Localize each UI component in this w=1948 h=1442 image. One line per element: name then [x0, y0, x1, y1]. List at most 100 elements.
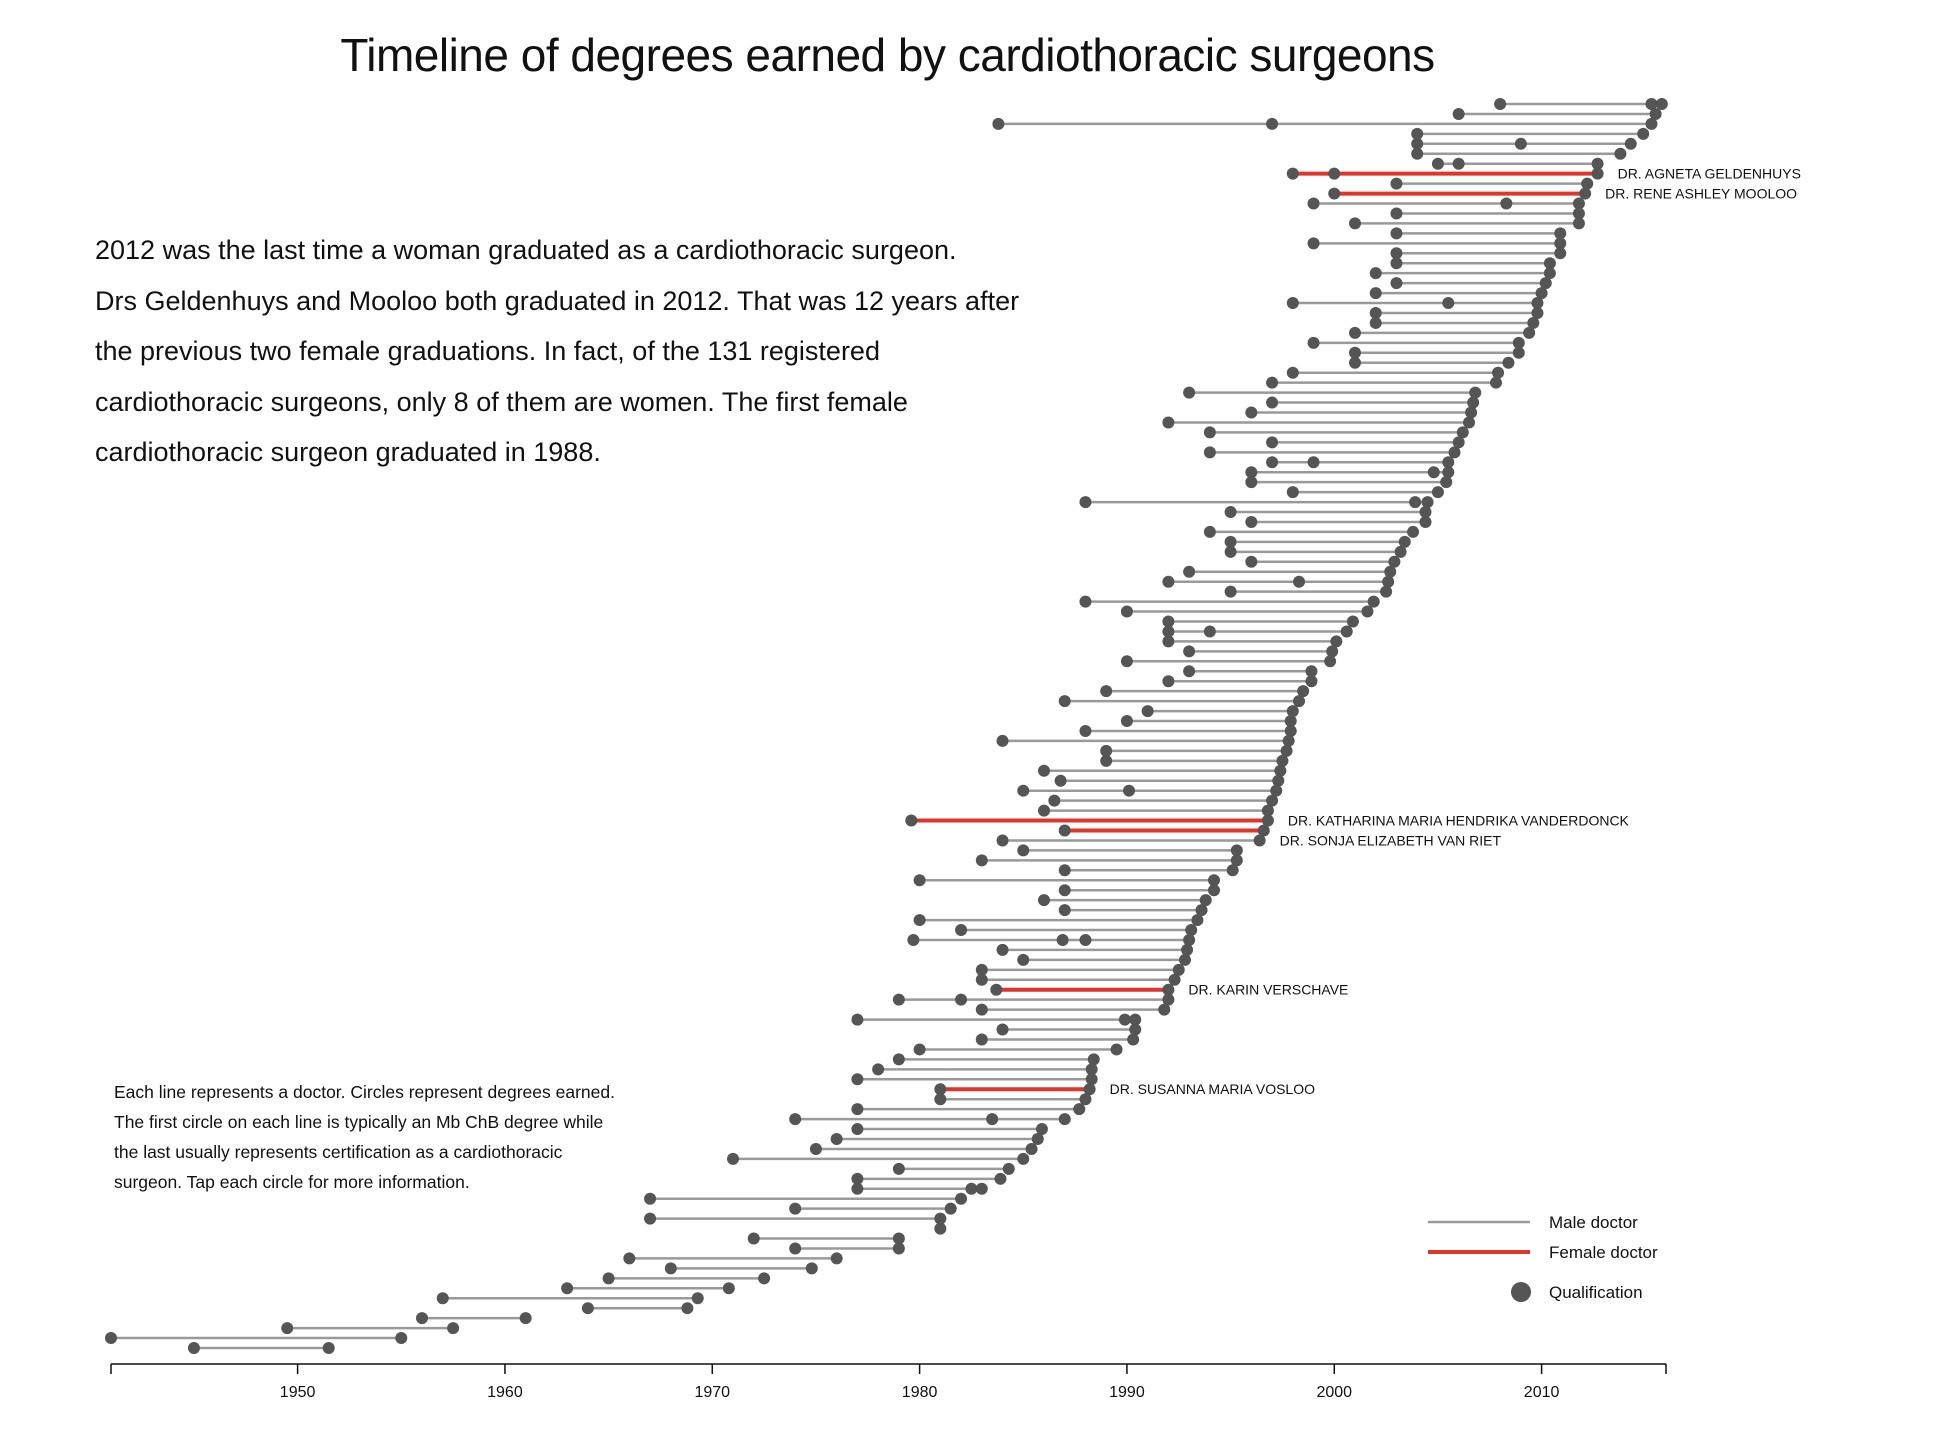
degree-dot[interactable]	[1581, 177, 1594, 190]
degree-dot[interactable]	[1191, 914, 1204, 927]
degree-dot[interactable]	[975, 1033, 988, 1046]
degree-dot[interactable]	[1382, 575, 1395, 588]
degree-dot[interactable]	[1172, 963, 1185, 976]
degree-dot[interactable]	[1266, 436, 1279, 449]
degree-dot[interactable]	[1440, 476, 1453, 489]
degree-dot[interactable]	[1038, 764, 1050, 777]
degree-dot[interactable]	[1328, 187, 1341, 200]
degree-dot[interactable]	[1330, 635, 1343, 648]
degree-dot[interactable]	[934, 1222, 947, 1235]
degree-dot[interactable]	[1367, 595, 1380, 608]
degree-dot[interactable]	[1286, 366, 1299, 379]
degree-dot[interactable]	[1390, 207, 1403, 220]
degree-dot[interactable]	[1531, 306, 1544, 319]
degree-dot[interactable]	[1452, 157, 1465, 170]
degree-dot[interactable]	[1614, 147, 1627, 160]
degree-dot[interactable]	[747, 1232, 760, 1245]
degree-dot[interactable]	[1085, 1073, 1098, 1086]
degree-dot[interactable]	[1645, 117, 1658, 130]
degree-dot[interactable]	[1230, 854, 1243, 867]
degree-dot[interactable]	[1141, 705, 1154, 718]
degree-dot[interactable]	[1390, 257, 1403, 270]
degree-dot[interactable]	[1181, 943, 1194, 956]
degree-dot[interactable]	[1017, 784, 1030, 797]
degree-dot[interactable]	[975, 963, 988, 976]
degree-dot[interactable]	[1411, 137, 1424, 150]
degree-dot[interactable]	[1017, 1152, 1030, 1165]
degree-dot[interactable]	[1162, 416, 1175, 429]
degree-dot[interactable]	[1369, 316, 1382, 329]
degree-dot[interactable]	[1431, 486, 1444, 499]
degree-dot[interactable]	[1531, 297, 1544, 310]
degree-dot[interactable]	[1407, 525, 1420, 538]
degree-dot[interactable]	[1261, 804, 1274, 817]
degree-dot[interactable]	[1369, 306, 1382, 319]
degree-dot[interactable]	[1297, 685, 1310, 698]
degree-dot[interactable]	[1463, 416, 1476, 429]
degree-dot[interactable]	[1307, 237, 1320, 250]
degree-dot[interactable]	[1390, 247, 1403, 260]
legend-dot-swatch[interactable]	[1511, 1282, 1531, 1302]
degree-dot[interactable]	[1307, 456, 1320, 469]
degree-dot[interactable]	[1543, 257, 1556, 270]
degree-dot[interactable]	[1245, 555, 1258, 568]
degree-dot[interactable]	[1452, 107, 1465, 120]
degree-dot[interactable]	[1079, 595, 1092, 608]
degree-dot[interactable]	[994, 1172, 1007, 1185]
degree-dot[interactable]	[992, 117, 1005, 130]
degree-dot[interactable]	[996, 943, 1009, 956]
degree-dot[interactable]	[986, 1113, 999, 1126]
degree-dot[interactable]	[1390, 227, 1403, 240]
degree-dot[interactable]	[975, 1182, 988, 1195]
degree-dot[interactable]	[1162, 615, 1175, 628]
degree-dot[interactable]	[1272, 774, 1285, 787]
degree-dot[interactable]	[1199, 894, 1212, 907]
degree-dot[interactable]	[691, 1292, 704, 1305]
degree-dot[interactable]	[872, 1063, 885, 1076]
degree-dot[interactable]	[1127, 1033, 1140, 1046]
degree-dot[interactable]	[851, 1073, 864, 1086]
degree-dot[interactable]	[1349, 356, 1361, 369]
degree-dot[interactable]	[322, 1342, 335, 1354]
degree-dot[interactable]	[1073, 1103, 1086, 1116]
degree-dot[interactable]	[934, 1083, 947, 1096]
degree-dot[interactable]	[1514, 137, 1527, 150]
degree-dot[interactable]	[1183, 645, 1196, 658]
degree-dot[interactable]	[996, 734, 1009, 747]
degree-dot[interactable]	[892, 1053, 905, 1066]
degree-dot[interactable]	[1554, 237, 1567, 250]
degree-dot[interactable]	[1183, 386, 1196, 399]
degree-dot[interactable]	[934, 1093, 947, 1106]
degree-dot[interactable]	[1110, 1043, 1123, 1056]
degree-dot[interactable]	[1328, 167, 1341, 180]
degree-dot[interactable]	[561, 1282, 574, 1295]
degree-dot[interactable]	[1031, 1133, 1044, 1146]
degree-dot[interactable]	[955, 924, 968, 937]
degree-dot[interactable]	[1448, 446, 1461, 459]
degree-dot[interactable]	[1500, 197, 1513, 210]
degree-dot[interactable]	[789, 1113, 802, 1126]
degree-dot[interactable]	[1079, 496, 1092, 509]
degree-dot[interactable]	[1058, 695, 1071, 708]
degree-dot[interactable]	[1245, 406, 1258, 419]
degree-dot[interactable]	[1340, 625, 1353, 638]
degree-dot[interactable]	[1286, 167, 1299, 180]
degree-dot[interactable]	[1326, 645, 1339, 658]
degree-dot[interactable]	[913, 874, 926, 887]
degree-dot[interactable]	[1038, 894, 1050, 907]
degree-dot[interactable]	[1017, 953, 1030, 966]
degree-dot[interactable]	[1058, 884, 1071, 897]
degree-dot[interactable]	[851, 1013, 864, 1026]
degree-dot[interactable]	[1452, 436, 1465, 449]
degree-dot[interactable]	[281, 1322, 294, 1335]
degree-dot[interactable]	[1245, 466, 1258, 479]
degree-dot[interactable]	[1087, 1053, 1100, 1066]
degree-dot[interactable]	[1183, 933, 1196, 946]
degree-dot[interactable]	[1349, 346, 1361, 359]
degree-dot[interactable]	[1307, 336, 1320, 349]
degree-dot[interactable]	[1100, 744, 1113, 757]
degree-dot[interactable]	[892, 1242, 905, 1255]
degree-dot[interactable]	[1079, 724, 1092, 737]
degree-dot[interactable]	[892, 993, 905, 1006]
degree-dot[interactable]	[1293, 695, 1306, 708]
